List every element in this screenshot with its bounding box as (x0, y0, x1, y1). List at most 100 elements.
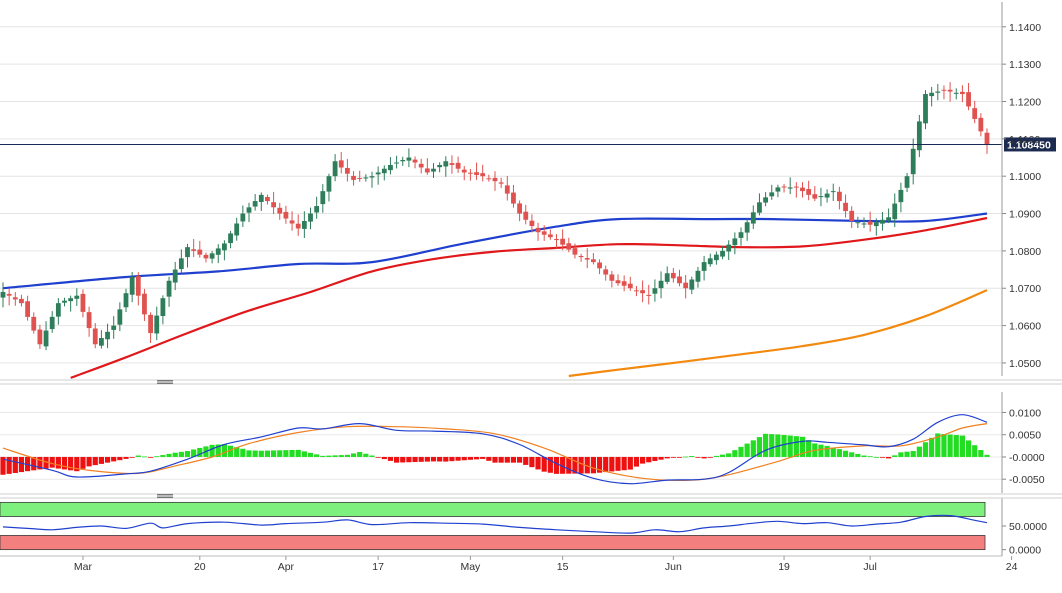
candle (345, 158, 350, 182)
price-axis: 1.1400 1.1300 1.1200 1.1100 1.1000 1.0900 1.08… (1001, 2, 1041, 376)
candle (763, 192, 768, 207)
candle (283, 205, 289, 224)
candle-body (99, 338, 104, 346)
macd-bar (529, 456, 535, 468)
macd-bar (898, 452, 904, 457)
candle (960, 85, 965, 103)
panel-dividers[interactable] (0, 379, 1062, 499)
candle-body (135, 276, 141, 296)
candle-body (953, 92, 959, 94)
price-tick-label: 1.0900 (1009, 209, 1041, 221)
candle-body (560, 238, 566, 245)
macd-bar (818, 444, 824, 457)
candle-body (480, 173, 486, 177)
candle (55, 298, 61, 325)
macd-bar (640, 456, 646, 464)
candle (738, 227, 744, 246)
candle (19, 294, 24, 307)
macd-bar (264, 450, 271, 457)
candle (31, 312, 37, 334)
macd-bar (37, 456, 43, 470)
candle-body (74, 295, 80, 299)
candle-body (277, 207, 283, 214)
macd-bar (412, 456, 418, 463)
candle (154, 306, 160, 341)
candle-body (265, 196, 270, 202)
candle-body (523, 211, 529, 220)
candle-body (935, 91, 941, 93)
candle (664, 266, 670, 285)
candle-body (972, 108, 978, 119)
macd-bar (400, 456, 406, 463)
candle-body (111, 325, 117, 330)
candle (117, 302, 123, 332)
macd-bar (713, 455, 719, 457)
candle (228, 230, 233, 249)
candle-body (49, 316, 55, 330)
macd-bar (406, 456, 412, 463)
candle (769, 184, 775, 200)
candle-body (615, 280, 621, 284)
macd-tick-label: 0.0050 (1009, 430, 1041, 442)
macd-bar (578, 456, 584, 474)
candle (455, 156, 461, 173)
candle (873, 218, 879, 236)
macd-bar (418, 456, 424, 462)
candle-body (517, 203, 522, 214)
candle-body (191, 249, 197, 251)
macd-bar (375, 456, 381, 458)
candle-body (68, 298, 74, 302)
candle-body (960, 91, 965, 95)
macd-bar (172, 452, 178, 457)
candle (695, 266, 701, 288)
macd-bar (658, 456, 664, 460)
candle-body (105, 331, 110, 340)
candle-body (812, 194, 818, 199)
candle (597, 259, 602, 275)
macd-bar (799, 436, 806, 457)
macd-bar (972, 445, 978, 457)
candle (388, 157, 393, 175)
macd-bar (191, 449, 197, 457)
macd-bar (498, 456, 504, 463)
candle (529, 214, 535, 233)
macd-bar (609, 456, 615, 472)
macd-bar (350, 453, 357, 457)
candle (492, 171, 498, 191)
candle (615, 274, 621, 286)
candle (634, 285, 639, 297)
macd-bar (486, 456, 492, 461)
macd-lines (2, 414, 988, 485)
candle (603, 265, 609, 281)
candle (627, 276, 633, 291)
candle (658, 271, 664, 299)
candle (566, 237, 572, 253)
candle (726, 240, 732, 261)
candle-body (547, 234, 553, 238)
main-grid (0, 26, 1002, 364)
macd-bar (744, 443, 750, 457)
candle (295, 214, 301, 236)
candle (554, 234, 559, 250)
candle-body (455, 162, 461, 169)
candle-body (689, 279, 695, 290)
candle (461, 165, 467, 181)
macd-bar (277, 450, 283, 457)
candle (867, 211, 873, 232)
macd-bar (769, 434, 775, 457)
macd-bar (154, 456, 160, 458)
rsi-tick-label: 50.0000 (1009, 521, 1047, 533)
macd-bar (861, 455, 867, 457)
candle (830, 183, 836, 201)
candle-body (375, 172, 381, 175)
candle-body (437, 164, 443, 168)
candle (498, 177, 504, 189)
candle-body (621, 281, 627, 286)
candle (203, 252, 209, 263)
candle-body (246, 207, 252, 213)
candle-body (431, 168, 436, 172)
macd-bar (74, 456, 80, 472)
candle (744, 218, 750, 241)
candle-body (19, 298, 24, 304)
candle-body (843, 202, 848, 212)
